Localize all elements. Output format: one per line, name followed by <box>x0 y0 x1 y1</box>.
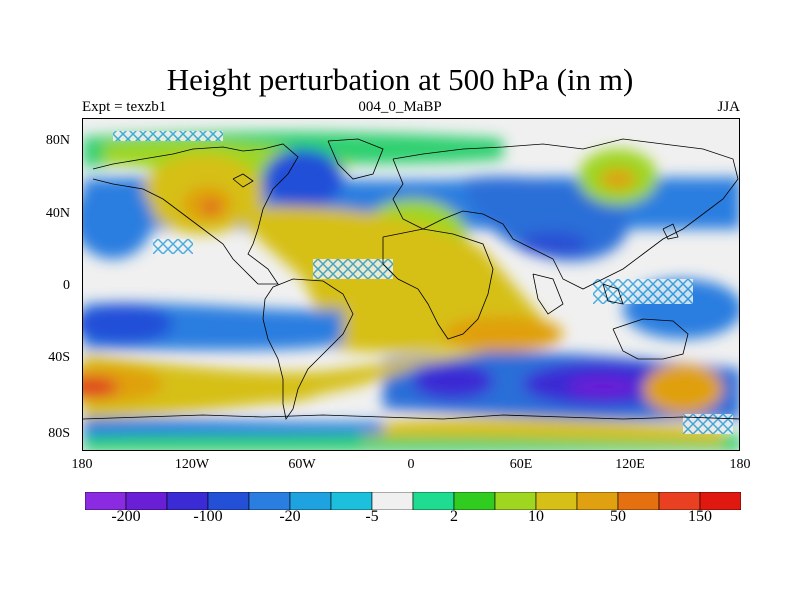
y-tick-label: 80S <box>48 426 70 441</box>
x-tick-label: 180 <box>729 457 751 472</box>
y-tick-label: 40S <box>48 350 70 365</box>
colorbar <box>85 492 741 510</box>
season-label: JJA <box>717 99 740 115</box>
y-tick-label: 80N <box>45 133 70 148</box>
height-field-map <box>83 119 739 450</box>
x-tick-label: 120E <box>615 457 645 472</box>
y-tick-label: 40N <box>45 206 70 221</box>
coastlines <box>83 138 739 420</box>
colorbar-label: -20 <box>279 508 301 525</box>
height-field-contours <box>83 131 739 450</box>
x-tick-label: 180 <box>71 457 93 472</box>
x-tick-label: 60W <box>288 457 316 472</box>
colorbar-segment <box>453 492 496 510</box>
colorbar-label: 150 <box>688 508 712 525</box>
hatched-zone <box>683 414 733 434</box>
colorbar-label: 50 <box>610 508 626 525</box>
x-tick-label: 60E <box>509 457 533 472</box>
y-tick-label: 0 <box>63 278 70 293</box>
colorbar-label: -200 <box>111 508 141 525</box>
hatched-zone <box>153 239 193 254</box>
colorbar-label: 10 <box>528 508 544 525</box>
colorbar-segment <box>412 492 455 510</box>
x-tick-label: 0 <box>407 457 415 472</box>
map-title: Height perturbation at 500 hPa (in m) <box>166 62 634 97</box>
hatched-zone <box>113 131 223 141</box>
hatched-zone <box>593 279 693 304</box>
x-tick-label: 120W <box>174 457 210 472</box>
map-panel <box>82 118 740 451</box>
time-label: 004_0_MaBP <box>358 99 442 115</box>
colorbar-label: -100 <box>193 508 223 525</box>
experiment-label: Expt = texzb1 <box>82 99 167 115</box>
colorbar-label: 2 <box>450 508 458 525</box>
colorbar-label: -5 <box>365 508 379 525</box>
colorbar-segment <box>699 492 741 510</box>
hatched-zone <box>313 259 393 279</box>
